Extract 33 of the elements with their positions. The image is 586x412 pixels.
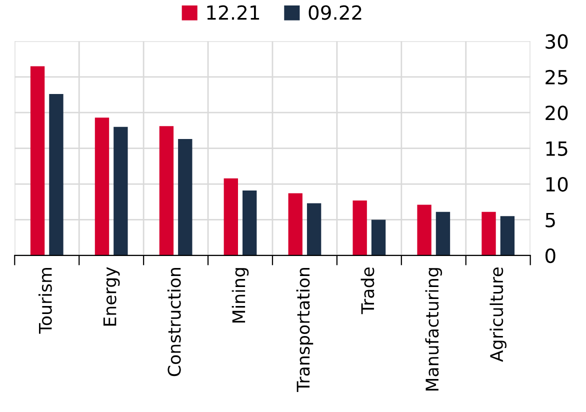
bar [482,212,496,256]
y-tick-label: 15 [546,142,568,156]
bar [371,220,386,256]
x-tick-label: Energy [103,267,120,326]
bar [242,190,257,256]
bar [306,203,322,256]
y-tick-label: 0 [546,248,556,264]
bar [417,204,432,256]
y-tick-label: 10 [546,176,568,192]
bar [30,66,45,256]
x-tick-label: Agriculture [490,267,506,362]
bar [178,139,192,256]
y-tick-label: 5 [546,212,555,228]
x-tick-label: Mining [232,268,249,322]
x-tick-label: Trade [360,267,374,314]
bar [352,200,367,256]
bar [49,94,64,256]
bar [114,126,128,256]
y-tick-label: 20 [546,106,568,120]
bar [288,193,302,256]
x-tick-label: Construction [167,268,181,376]
bar [94,118,110,256]
bar [159,126,174,256]
bar [436,212,450,256]
x-tick-label: Manufacturing [425,268,442,391]
y-tick-label: 30 [546,34,568,49]
y-tick-label: 25 [546,70,568,85]
x-tick-label: Tourism [38,268,52,334]
x-tick-label: Transportation [296,268,314,392]
legend-label: 09.22 [308,5,362,20]
bar [500,216,515,256]
bar [224,178,238,256]
legend-label: 12.21 [207,5,260,20]
